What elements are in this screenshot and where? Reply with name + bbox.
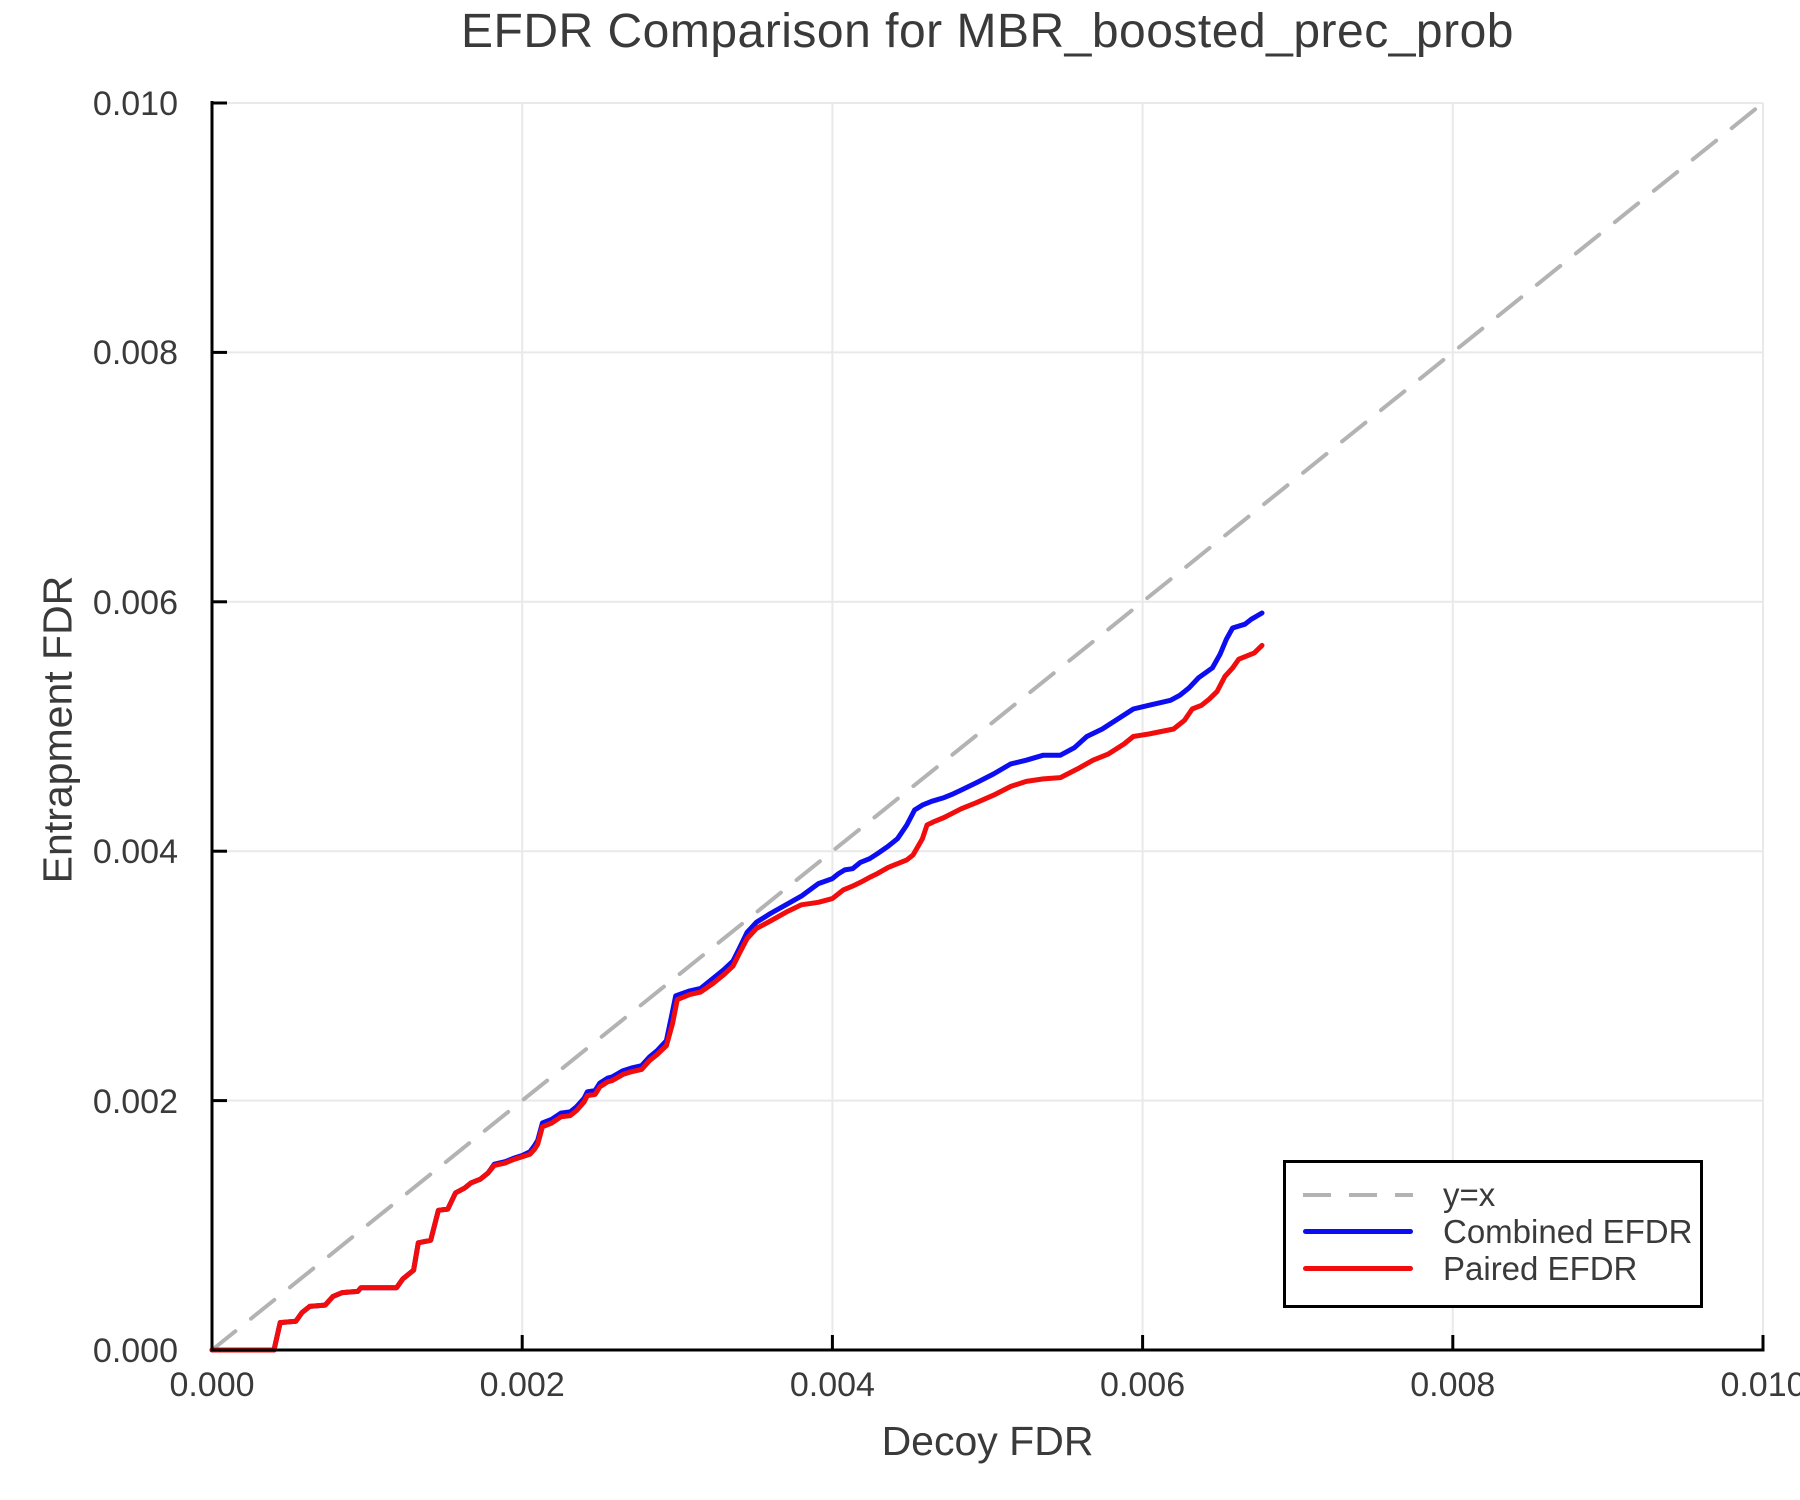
x-tick-label: 0.002 xyxy=(479,1366,565,1404)
chart-title: EFDR Comparison for MBR_boosted_prec_pro… xyxy=(461,5,1514,58)
x-tick-label: 0.008 xyxy=(1410,1366,1496,1404)
series-combined-efdr xyxy=(209,610,1265,1353)
legend-entry-yx: y=x xyxy=(1286,1176,1700,1213)
y-tick-label: 0.002 xyxy=(92,1082,178,1121)
x-tick-label: 0.004 xyxy=(789,1366,875,1404)
legend-label-paired: Paired EFDR xyxy=(1443,1250,1638,1287)
red-line-sample xyxy=(1303,1266,1413,1271)
y-tick-label: 0.008 xyxy=(92,334,178,373)
legend-label-yx: y=x xyxy=(1443,1176,1496,1213)
x-tick-label: 0.010 xyxy=(1720,1366,1800,1404)
blue-line-sample xyxy=(1303,1229,1413,1234)
y-axis-label: Entrapment FDR xyxy=(34,575,81,884)
legend-label-combined: Combined EFDR xyxy=(1443,1213,1693,1250)
y-tick-label: 0.000 xyxy=(92,1332,178,1370)
series-paired-efdr xyxy=(209,642,1265,1353)
series-y-x xyxy=(210,101,1765,1352)
legend-entry-paired: Paired EFDR xyxy=(1286,1250,1700,1287)
legend-entry-combined: Combined EFDR xyxy=(1286,1213,1700,1250)
y-tick-label: 0.010 xyxy=(92,85,178,123)
dashed-line-sample xyxy=(1303,1192,1413,1197)
y-tick-label: 0.006 xyxy=(92,583,178,622)
y-tick-label: 0.004 xyxy=(92,833,178,872)
x-tick-label: 0.000 xyxy=(169,1366,255,1404)
x-axis-label: Decoy FDR xyxy=(881,1418,1094,1464)
x-tick-label: 0.006 xyxy=(1100,1366,1186,1404)
legend: y=x Combined EFDR Paired EFDR xyxy=(1283,1160,1703,1308)
